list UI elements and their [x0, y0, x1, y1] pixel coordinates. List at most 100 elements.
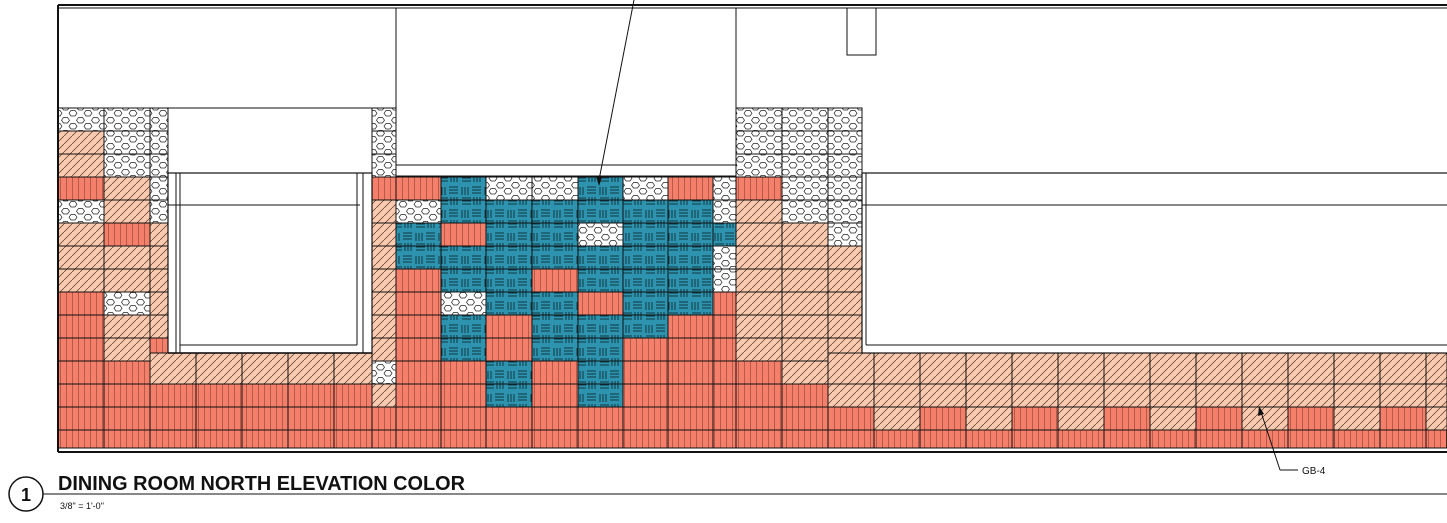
- tile: [57, 406, 105, 431]
- tile: [149, 107, 169, 132]
- tile: [485, 406, 533, 431]
- tile: [735, 291, 783, 316]
- tile: [735, 245, 783, 270]
- tile: [622, 222, 669, 247]
- tile: [485, 337, 533, 362]
- tile: [622, 314, 669, 339]
- tile: [485, 222, 533, 247]
- tile: [195, 429, 243, 449]
- tile: [440, 176, 487, 201]
- tile: [622, 406, 669, 431]
- tile: [371, 406, 397, 431]
- tile: [965, 429, 1013, 449]
- tile: [1195, 406, 1243, 431]
- tile: [735, 337, 783, 362]
- tile: [1011, 383, 1059, 408]
- tile: [667, 291, 714, 316]
- tile: [735, 383, 783, 408]
- tile: [149, 176, 169, 201]
- tile: [149, 406, 197, 431]
- tile: [395, 176, 442, 201]
- tile: [577, 199, 624, 224]
- tile: [195, 352, 243, 385]
- tile: [712, 176, 737, 201]
- tile: [577, 245, 624, 270]
- tile: [827, 130, 863, 155]
- tile: [827, 406, 875, 431]
- tile-field: [57, 107, 1447, 449]
- tile: [712, 291, 737, 316]
- tile: [1425, 406, 1447, 431]
- tile: [531, 199, 579, 224]
- drawing-title: DINING ROOM NORTH ELEVATION COLOR: [58, 473, 466, 495]
- tile: [919, 383, 967, 408]
- leader-arrow-top: [596, 176, 602, 186]
- tile: [827, 314, 863, 339]
- tile: [440, 360, 487, 385]
- tile: [781, 429, 829, 449]
- tile: [57, 314, 105, 339]
- tile: [577, 429, 624, 449]
- tile: [103, 199, 151, 224]
- tile: [781, 268, 829, 293]
- tile: [333, 429, 373, 449]
- tile: [781, 360, 829, 385]
- tile: [333, 406, 373, 431]
- tile: [440, 268, 487, 293]
- tile: [667, 383, 714, 408]
- tile: [149, 314, 169, 339]
- tile: [965, 383, 1013, 408]
- tile: [667, 245, 714, 270]
- tile: [57, 222, 105, 247]
- tile: [440, 314, 487, 339]
- tile: [1287, 352, 1335, 385]
- tile: [57, 383, 105, 408]
- building-outline: [57, 4, 1447, 453]
- tile: [371, 429, 397, 449]
- tile: [712, 337, 737, 362]
- tile: [440, 383, 487, 408]
- tile: [735, 360, 783, 385]
- tile: [195, 406, 243, 431]
- tile: [712, 383, 737, 408]
- tile: [371, 337, 397, 362]
- tile: [577, 268, 624, 293]
- detail-number: 1: [21, 485, 31, 505]
- tile: [827, 352, 875, 385]
- tile: [57, 268, 105, 293]
- tile: [667, 406, 714, 431]
- tile: [57, 429, 105, 449]
- tile: [667, 429, 714, 449]
- tile: [1057, 429, 1105, 449]
- tile: [735, 314, 783, 339]
- tile: [667, 222, 714, 247]
- tile: [1287, 383, 1335, 408]
- tile: [103, 337, 151, 362]
- tile: [1241, 406, 1289, 431]
- tile: [149, 245, 169, 270]
- tile: [1241, 383, 1289, 408]
- tile: [667, 199, 714, 224]
- tile: [1103, 383, 1151, 408]
- tile: [781, 107, 829, 132]
- tile: [577, 314, 624, 339]
- tile: [827, 268, 863, 293]
- tile: [1149, 406, 1197, 431]
- tile: [440, 406, 487, 431]
- tile: [371, 314, 397, 339]
- tile: [149, 268, 169, 293]
- tile: [577, 337, 624, 362]
- tile: [57, 337, 105, 362]
- tile: [1333, 383, 1381, 408]
- tile: [371, 222, 397, 247]
- tile: [1333, 429, 1381, 449]
- tile: [485, 291, 533, 316]
- tile: [735, 268, 783, 293]
- tile: [827, 383, 875, 408]
- tile: [781, 199, 829, 224]
- tile: [712, 429, 737, 449]
- tile: [371, 153, 397, 178]
- tile: [1379, 383, 1427, 408]
- tile: [1425, 383, 1447, 408]
